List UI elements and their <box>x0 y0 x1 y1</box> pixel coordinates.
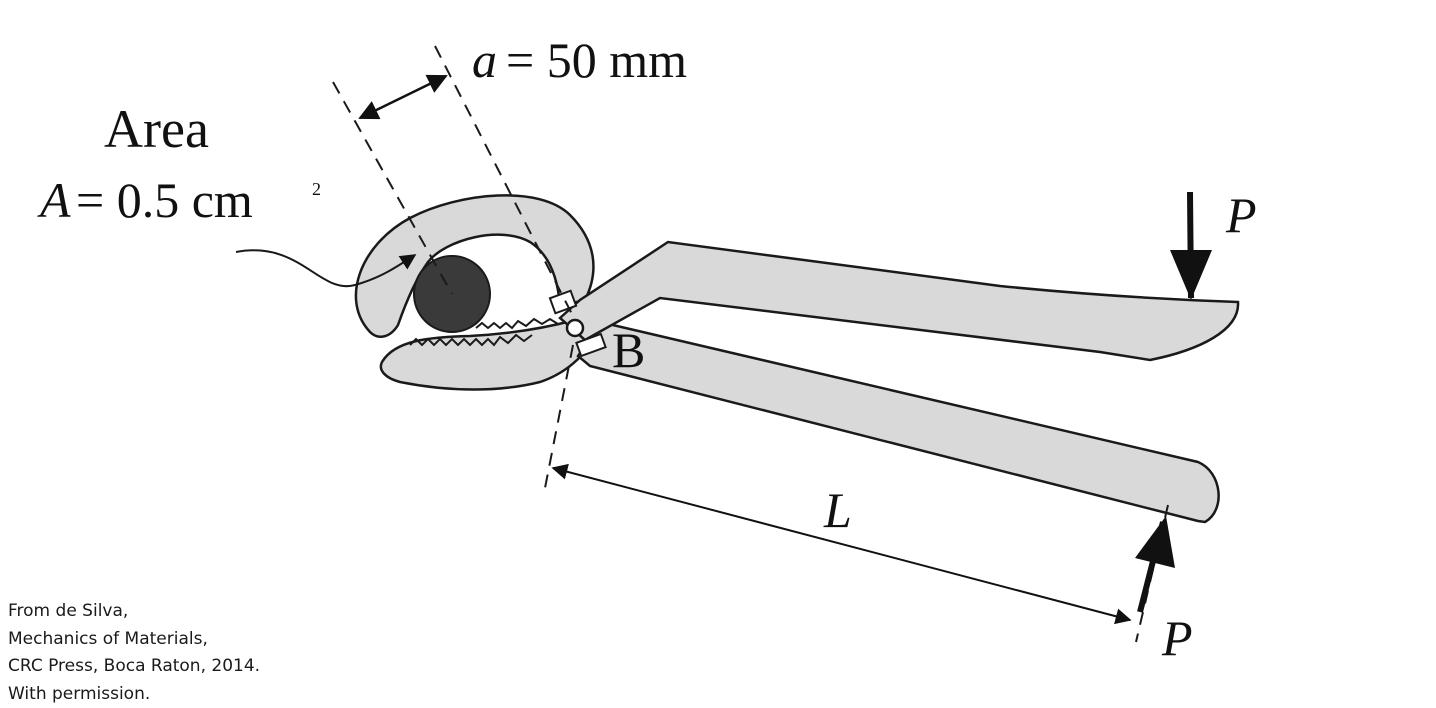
image-credit: From de Silva, Mechanics of Materials, C… <box>8 598 260 708</box>
load-arrowhead-top <box>1170 250 1212 300</box>
length-label: L <box>823 482 852 538</box>
load-label-bottom: P <box>1161 610 1193 666</box>
area-value-label: = 0.5 cm <box>76 172 253 228</box>
credit-line: From de Silva, <box>8 598 260 626</box>
area-title-label: Area <box>104 99 209 159</box>
area-variable-label: A <box>37 172 71 228</box>
credit-line: CRC Press, Boca Raton, 2014. <box>8 653 260 681</box>
credit-line: Mechanics of Materials, <box>8 626 260 654</box>
load-arrowhead-bottom <box>1135 516 1175 568</box>
load-label-top: P <box>1225 187 1257 243</box>
pivot-label: B <box>612 322 645 378</box>
area-exponent-label: 2 <box>312 179 321 199</box>
dimension-a-value-label: = 50 mm <box>506 32 687 88</box>
pivot-pin <box>567 320 583 336</box>
dimension-a-variable-label: a <box>472 32 497 88</box>
dimension-arrow-a <box>360 76 446 118</box>
